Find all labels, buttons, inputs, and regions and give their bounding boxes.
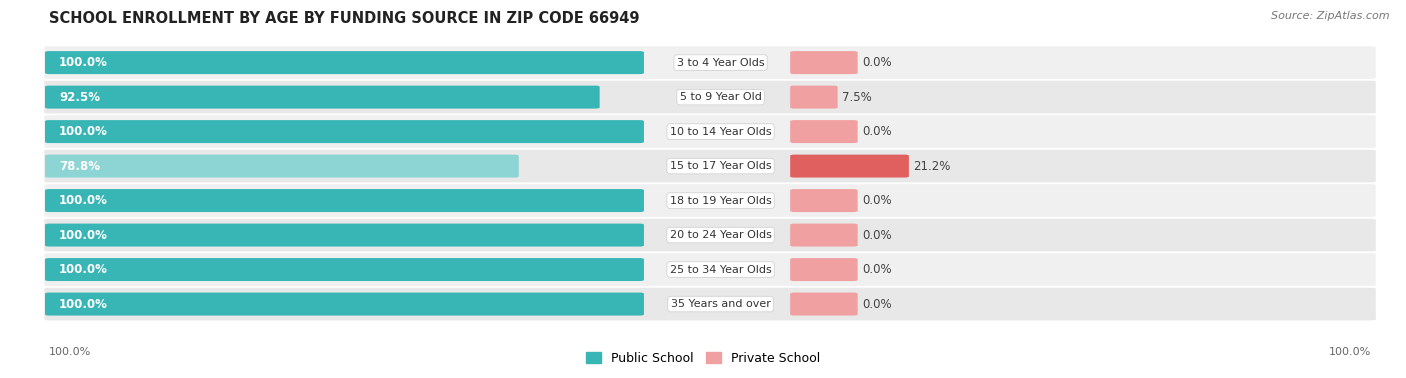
Text: 0.0%: 0.0% <box>862 56 891 69</box>
Text: 100.0%: 100.0% <box>59 194 108 207</box>
Text: 3 to 4 Year Olds: 3 to 4 Year Olds <box>676 57 765 68</box>
Text: 100.0%: 100.0% <box>59 229 108 242</box>
Text: 0.0%: 0.0% <box>862 125 891 138</box>
Text: 100.0%: 100.0% <box>49 347 91 356</box>
Text: 7.5%: 7.5% <box>842 91 872 104</box>
Text: 0.0%: 0.0% <box>862 263 891 276</box>
Text: 0.0%: 0.0% <box>862 194 891 207</box>
Text: 0.0%: 0.0% <box>862 229 891 242</box>
Text: 78.8%: 78.8% <box>59 160 100 173</box>
Text: 21.2%: 21.2% <box>912 160 950 173</box>
Text: 100.0%: 100.0% <box>1329 347 1371 356</box>
Text: 100.0%: 100.0% <box>59 56 108 69</box>
Text: 18 to 19 Year Olds: 18 to 19 Year Olds <box>669 195 772 206</box>
Text: Source: ZipAtlas.com: Source: ZipAtlas.com <box>1271 11 1389 21</box>
Text: 92.5%: 92.5% <box>59 91 100 104</box>
Legend: Public School, Private School: Public School, Private School <box>581 347 825 370</box>
Text: 10 to 14 Year Olds: 10 to 14 Year Olds <box>669 127 772 136</box>
Text: 15 to 17 Year Olds: 15 to 17 Year Olds <box>669 161 772 171</box>
Text: 20 to 24 Year Olds: 20 to 24 Year Olds <box>669 230 772 240</box>
Text: 5 to 9 Year Old: 5 to 9 Year Old <box>679 92 762 102</box>
Text: 25 to 34 Year Olds: 25 to 34 Year Olds <box>669 265 772 274</box>
Text: 100.0%: 100.0% <box>59 125 108 138</box>
Text: SCHOOL ENROLLMENT BY AGE BY FUNDING SOURCE IN ZIP CODE 66949: SCHOOL ENROLLMENT BY AGE BY FUNDING SOUR… <box>49 11 640 26</box>
Text: 100.0%: 100.0% <box>59 263 108 276</box>
Text: 35 Years and over: 35 Years and over <box>671 299 770 309</box>
Text: 100.0%: 100.0% <box>59 297 108 311</box>
Text: 0.0%: 0.0% <box>862 297 891 311</box>
